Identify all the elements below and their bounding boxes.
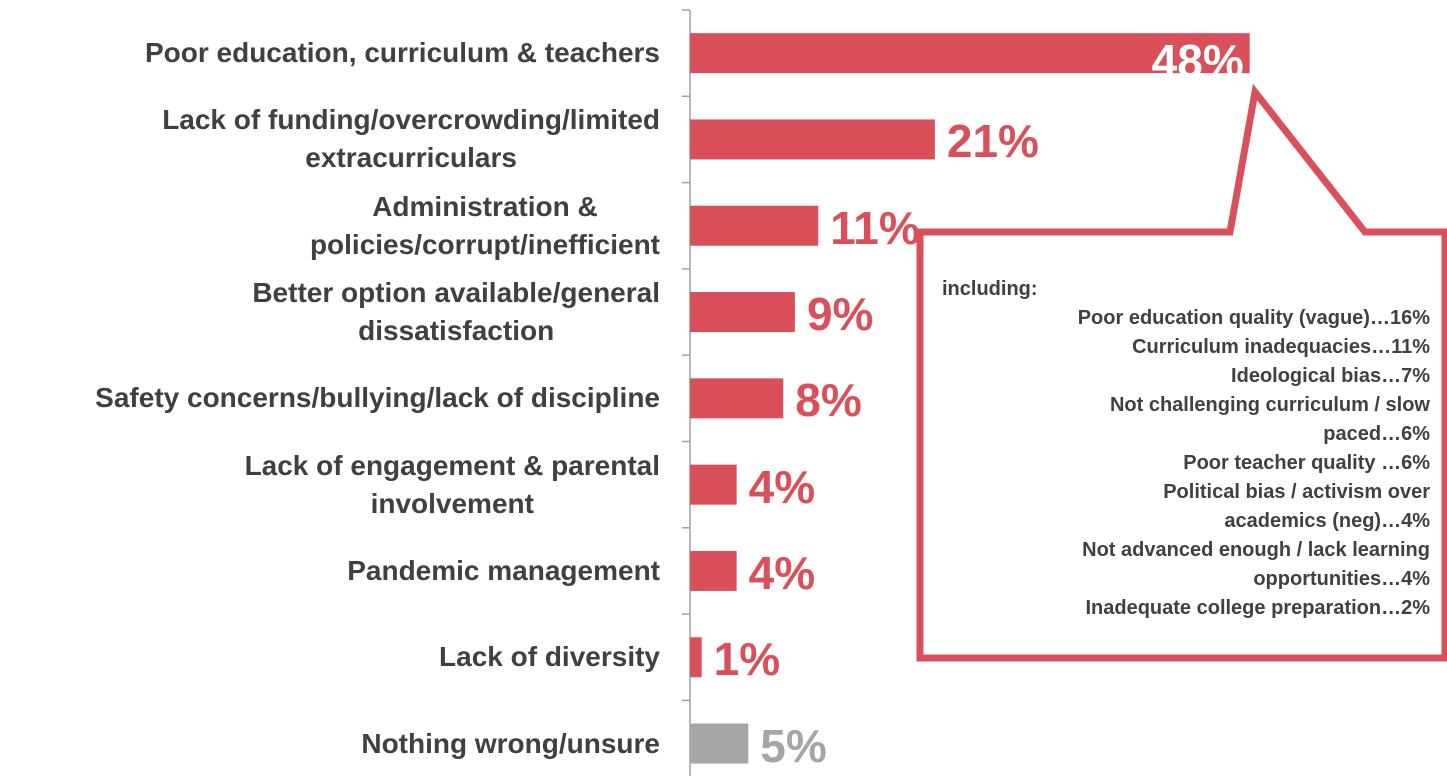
category-label: Nothing wrong/unsure <box>361 727 660 759</box>
category-label: Lack of diversity <box>439 641 660 673</box>
value-label: 4% <box>748 546 816 599</box>
callout-item: Not challenging curriculum / slow paced…… <box>1109 394 1430 445</box>
bar <box>690 723 749 764</box>
callout-item: Not advanced enough / lack learning oppo… <box>1082 539 1430 590</box>
callout-box <box>916 83 1447 662</box>
bar <box>690 550 737 591</box>
callout-item: Curriculum inadequacies…11% <box>1132 336 1430 358</box>
value-label: 5% <box>760 719 827 772</box>
category-label: Administration & policies/corrupt/ineffi… <box>309 190 660 260</box>
bar <box>690 378 784 419</box>
callout-item: Political bias / activism over academics… <box>1163 481 1430 532</box>
category-label: Pandemic management <box>347 554 660 586</box>
bar <box>690 205 819 246</box>
value-label: 8% <box>795 374 862 427</box>
callout-text: including: Poor education quality (vague… <box>942 275 1430 623</box>
bar <box>690 464 737 505</box>
callout-heading: including: <box>942 278 1038 300</box>
value-label: 9% <box>806 288 874 341</box>
callout-item: Inadequate college preparation…2% <box>1085 597 1430 619</box>
value-label: 1% <box>713 633 781 686</box>
callout-item: Ideological bias…7% <box>1231 365 1430 387</box>
value-label: 4% <box>748 460 816 513</box>
value-label: 11% <box>830 201 920 254</box>
bar <box>690 292 795 333</box>
bar <box>690 637 702 678</box>
value-label: 21% <box>946 115 1039 168</box>
category-label: Safety concerns/bullying/lack of discipl… <box>95 382 660 414</box>
category-label: Lack of funding/overcrowding/limited ext… <box>162 104 660 174</box>
category-label: Lack of engagement & parental involvemen… <box>244 449 660 519</box>
bar <box>690 119 935 160</box>
callout-item: Poor education quality (vague)…16% <box>1077 307 1430 329</box>
bar <box>690 33 1250 74</box>
callout-item: Poor teacher quality …6% <box>1183 452 1430 474</box>
category-label: Poor education, curriculum & teachers <box>144 37 660 69</box>
value-label: 48% <box>1151 35 1244 88</box>
category-label: Better option available/general dissatis… <box>252 277 660 347</box>
